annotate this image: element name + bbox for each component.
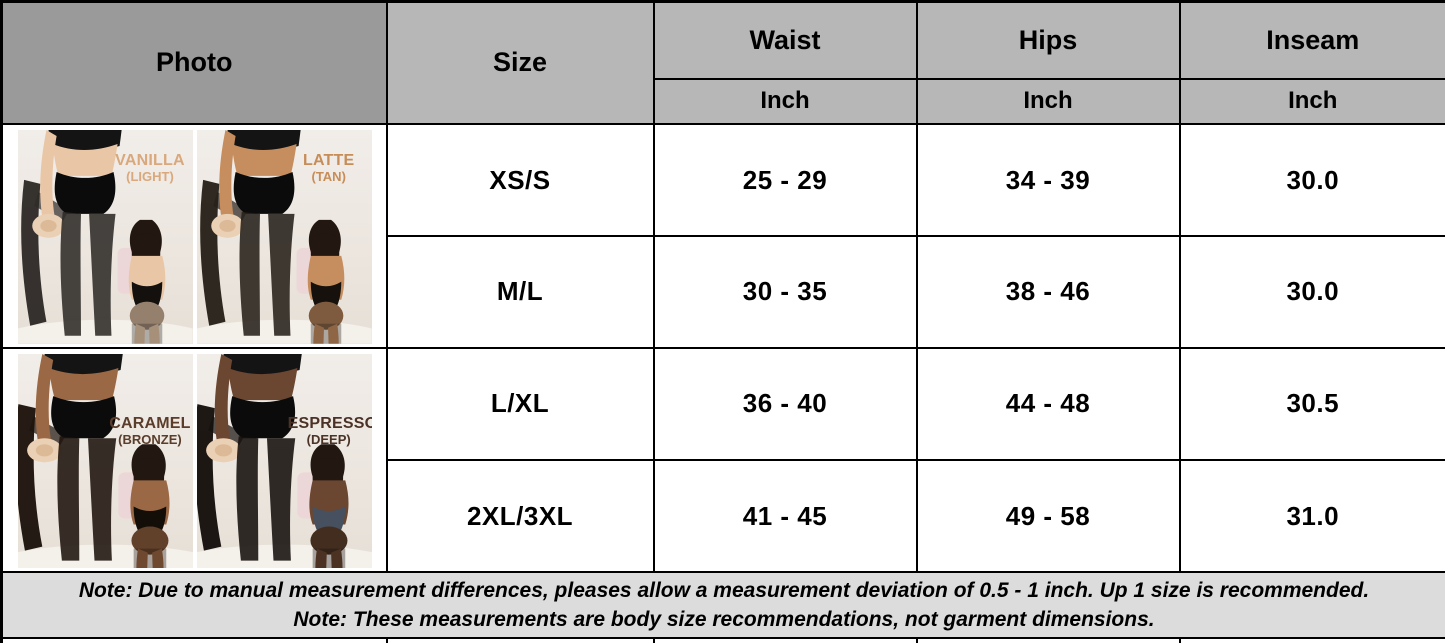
table-row: M/L 30 - 35 38 - 46 30.0 [2, 235, 1445, 349]
shade-name: VANILLA [115, 152, 185, 170]
waist-unit-cell: Inch [652, 77, 918, 125]
size-cell: 2XL/3XL [385, 458, 655, 574]
shade-name: LATTE [303, 152, 355, 170]
header-row: Photo Size Waist Hips Inseam [0, 0, 1445, 125]
waist-cell: 36 - 40 [652, 346, 918, 461]
shade-tone: (LIGHT) [126, 169, 174, 185]
inseam-cell: 30.5 [1178, 346, 1445, 461]
photo-cell-deep-shades: CARAMEL (BRONZE) ESPRESSO (DEEP) [0, 346, 388, 574]
partial-cell [385, 637, 655, 643]
waist-cell: 41 - 45 [652, 458, 918, 574]
partial-row [0, 637, 1445, 643]
shade-tone: (BRONZE) [118, 431, 182, 447]
size-cell: L/XL [385, 346, 655, 461]
hips-unit-cell: Inch [915, 77, 1181, 125]
hips-cell: 49 - 58 [915, 458, 1181, 574]
inseam-unit-cell: Inch [1178, 77, 1445, 125]
model-illustration [18, 354, 193, 569]
shade-label: VANILLA (LIGHT) [109, 152, 191, 185]
product-photo-caramel: CARAMEL (BRONZE) [18, 353, 193, 569]
size-header-cell: Size [385, 0, 655, 125]
shade-label: LATTE (TAN) [288, 152, 370, 185]
product-photo-espresso: ESPRESSO (DEEP) [196, 353, 372, 569]
shade-label: ESPRESSO (DEEP) [287, 414, 372, 447]
product-photo-latte: LATTE (TAN) [196, 129, 372, 344]
partial-cell [915, 637, 1181, 643]
shade-label: CARAMEL (BRONZE) [109, 414, 191, 447]
size-cell: XS/S [385, 122, 655, 238]
table-row: VANILLA (LIGHT) LATTE (TAN) [0, 122, 1445, 349]
table-row: CARAMEL (BRONZE) ESPRESSO (DEEP) [0, 346, 1445, 574]
table-row: 2XL/3XL 41 - 45 49 - 58 31.0 [2, 458, 1445, 574]
product-photo-vanilla: VANILLA (LIGHT) [18, 129, 193, 344]
shade-tone: (DEEP) [306, 431, 351, 447]
inseam-cell: 31.0 [1178, 458, 1445, 574]
note-row: Note: Due to manual measurement differen… [0, 571, 1445, 640]
photo-collage-top: VANILLA (LIGHT) LATTE (TAN) [3, 125, 385, 346]
inseam-cell: 30.0 [1178, 122, 1445, 238]
hips-cell: 34 - 39 [915, 122, 1181, 238]
waist-header-cell: Waist [652, 0, 918, 80]
waist-cell: 30 - 35 [652, 235, 918, 349]
partial-cell [1178, 637, 1445, 643]
note-line-2: Note: These measurements are body size r… [293, 608, 1155, 632]
photo-collage-bottom: CARAMEL (BRONZE) ESPRESSO (DEEP) [3, 349, 385, 571]
hips-cell: 44 - 48 [915, 346, 1181, 461]
hips-cell: 38 - 46 [915, 235, 1181, 349]
shade-name: CARAMEL [109, 414, 191, 432]
photo-cell-light-shades: VANILLA (LIGHT) LATTE (TAN) [0, 122, 388, 349]
partial-cell [652, 637, 918, 643]
partial-cell [0, 637, 388, 643]
hips-header-cell: Hips [915, 0, 1181, 80]
inseam-cell: 30.0 [1178, 235, 1445, 349]
measurement-note: Note: Due to manual measurement differen… [0, 571, 1445, 640]
unit-row: Inch Inch Inch [2, 77, 1445, 125]
inseam-header-cell: Inseam [1178, 0, 1445, 80]
waist-cell: 25 - 29 [652, 122, 918, 238]
model-illustration [197, 354, 372, 569]
shade-name: ESPRESSO [287, 414, 372, 432]
note-line-1: Note: Due to manual measurement differen… [78, 578, 1370, 602]
size-cell: M/L [385, 235, 655, 349]
photo-header-cell: Photo [0, 0, 388, 125]
shade-tone: (TAN) [311, 169, 346, 185]
